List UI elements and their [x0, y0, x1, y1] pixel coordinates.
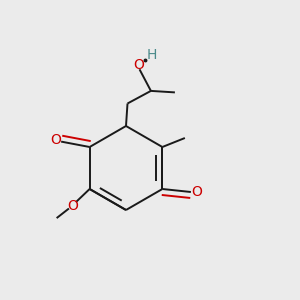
- Text: H: H: [146, 48, 157, 62]
- Text: O: O: [191, 185, 202, 199]
- Text: O: O: [133, 58, 144, 72]
- Text: O: O: [67, 199, 78, 212]
- Text: O: O: [50, 133, 61, 147]
